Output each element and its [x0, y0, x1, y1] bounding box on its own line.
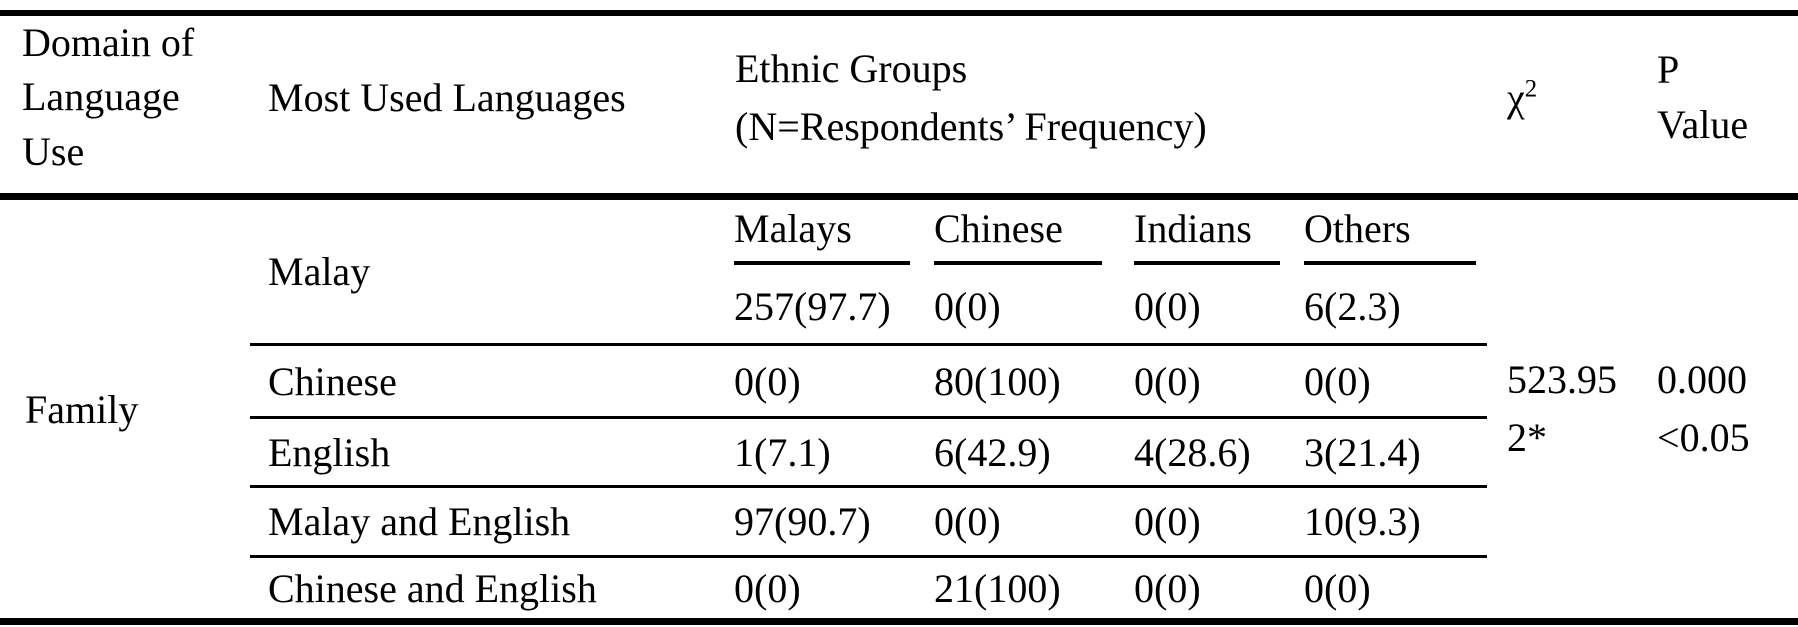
value-cell: 1(7.1) [730, 417, 930, 489]
header-p-value: P Value [1640, 13, 1798, 201]
value-cell: 0(0) [1130, 486, 1300, 559]
value-cell: 3(21.4) [1300, 417, 1488, 489]
language-cell: Chinese [250, 344, 730, 420]
header-chi-square: χ2 [1487, 13, 1641, 201]
ethnic-subheader-row: Family Malay Malays Chinese Indians Othe… [0, 196, 1798, 460]
value-cell: 0(0) [1304, 565, 1371, 611]
value-cell: 6(2.3) [1300, 270, 1488, 347]
value-cell: 80(100) [930, 344, 1130, 420]
subheader-others: Others [1300, 197, 1487, 271]
language-cell: Malay and English [250, 486, 730, 559]
domain-cell-family: Family [25, 386, 139, 432]
value-cell: 4(28.6) [1130, 417, 1300, 489]
value-cell: 0(0) [930, 486, 1130, 559]
value-cell: 0(0) [1134, 565, 1201, 611]
header-domain-of-language-use: Domain of Language Use [0, 13, 250, 201]
value-cell: 6(42.9) [930, 417, 1130, 489]
value-cell: 97(90.7) [730, 486, 930, 559]
subheader-malays-label: Malays [734, 205, 910, 266]
header-row: Domain of Language Use Most Used Languag… [0, 13, 1798, 201]
subheader-indians-label: Indians [1134, 205, 1280, 266]
value-cell: 0(0) [730, 344, 930, 420]
chi-superscript: 2 [1524, 75, 1538, 103]
subheader-chinese-label: Chinese [934, 205, 1102, 266]
value-cell: 0(0) [1300, 344, 1488, 420]
subheader-others-label: Others [1304, 205, 1476, 266]
subheader-indians: Indians [1130, 197, 1300, 271]
chi-symbol: χ [1507, 75, 1525, 121]
chi-square-value-cell: 523.952* [1507, 357, 1618, 461]
value-cell: 257(97.7) [730, 270, 930, 347]
language-use-statistics-table: Domain of Language Use Most Used Languag… [0, 10, 1798, 626]
table-header: Domain of Language Use Most Used Languag… [0, 13, 1798, 201]
value-cell: 0(0) [930, 270, 1130, 347]
value-cell: 21(100) [934, 565, 1061, 611]
value-cell: 0(0) [734, 565, 801, 611]
header-ethnic-groups: Ethnic Groups (N=Respondents’ Frequency) [730, 13, 1488, 201]
p-value-cell: 0.000 <0.05 [1657, 357, 1750, 461]
ethnic-groups-title: Ethnic Groups [735, 45, 968, 91]
language-cell: Malay [250, 196, 730, 347]
header-most-used-languages: Most Used Languages [250, 13, 730, 201]
table-row: Chinese 0(0) 80(100) 0(0) 0(0) [0, 344, 1798, 420]
table-row: Malay and English 97(90.7) 0(0) 0(0) 10(… [0, 486, 1798, 559]
value-cell: 0(0) [1130, 344, 1300, 420]
subheader-malays: Malays [730, 197, 930, 271]
table-row: Chinese and English 0(0) 21(100) 0(0) 0(… [0, 557, 1798, 622]
table-body: Family Malay Malays Chinese Indians Othe… [0, 196, 1798, 622]
value-cell: 0(0) [1130, 270, 1300, 347]
value-cell: 10(9.3) [1300, 486, 1488, 559]
language-cell: English [250, 417, 730, 489]
ethnic-groups-subtitle: (N=Respondents’ Frequency) [735, 103, 1207, 149]
table-row: 257(97.7) 0(0) 0(0) 6(2.3) [0, 270, 1798, 347]
table-row: English 1(7.1) 6(42.9) 4(28.6) 3(21.4) [0, 417, 1798, 489]
language-cell: Chinese and English [268, 565, 597, 611]
subheader-chinese: Chinese [930, 197, 1130, 271]
